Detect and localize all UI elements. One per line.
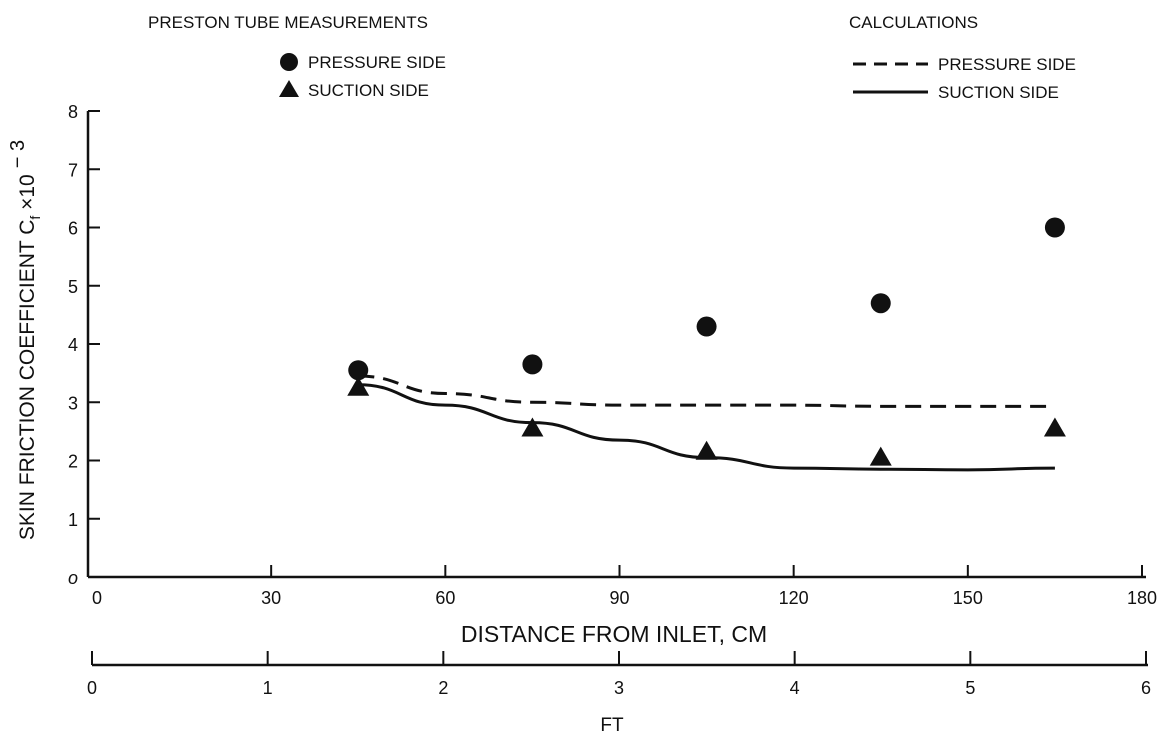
y-tick-label: 4	[68, 335, 78, 355]
suction-side-measurement-point	[869, 446, 892, 466]
y-tick-label: o	[68, 568, 78, 588]
x-tick-label: 0	[92, 588, 102, 608]
suction-side-measurement-point	[1043, 417, 1066, 437]
pressure-side-measurement-point	[522, 354, 543, 375]
y-tick-label: 5	[68, 277, 78, 297]
y-tick-label: 1	[68, 510, 78, 530]
x2-tick-label: 6	[1141, 678, 1151, 698]
pressure-side-measurement-point	[870, 293, 891, 314]
x2-tick-label: 0	[87, 678, 97, 698]
pressure-side-calculation-line	[358, 374, 1055, 408]
x-tick-label: 120	[779, 588, 809, 608]
legend-measurements-title: PRESTON TUBE MEASUREMENTS	[148, 13, 428, 32]
x-tick-label: 150	[953, 588, 983, 608]
y-tick-label: 3	[68, 393, 78, 413]
pressure-side-measurement-point	[348, 360, 369, 381]
pressure-side-measurement-point	[1044, 217, 1065, 238]
legend-measurement-pressure-label: PRESSURE SIDE	[308, 53, 446, 72]
suction-side-measurement-point	[695, 440, 718, 460]
x-tick-label: 90	[609, 588, 629, 608]
x2-axis-label: FT	[600, 715, 624, 736]
x2-tick-label: 4	[790, 678, 800, 698]
suction-side-measurement-point	[347, 376, 370, 396]
suction-side-calculation-line	[358, 383, 1055, 472]
y-tick-label: 7	[68, 160, 78, 180]
y-tick-label: 6	[68, 219, 78, 239]
plot-series	[347, 217, 1066, 472]
legend-calc-pressure-label: PRESSURE SIDE	[938, 55, 1076, 74]
x2-tick-label: 2	[438, 678, 448, 698]
x-tick-label: 60	[435, 588, 455, 608]
y-tick-label: 8	[68, 102, 78, 122]
x2-ticks: 0 1 2 3 4 5 6	[87, 651, 1151, 698]
y-ticks: o 1 2 3 4 5 6 7 8	[68, 102, 100, 588]
y-tick-label: 2	[68, 452, 78, 472]
suction-side-measurement-point	[521, 417, 544, 437]
pressure-side-measurement-point	[696, 316, 717, 337]
legend-calculations-title: CALCULATIONS	[849, 13, 978, 32]
x-axis-label: DISTANCE FROM INLET, CM	[461, 621, 767, 647]
y-axis-label: SKIN FRICTION COEFFICIENT Cf ×10− 3	[7, 140, 43, 540]
x2-tick-label: 5	[965, 678, 975, 698]
legend-circle-marker	[280, 53, 298, 71]
x-ticks: 0 30 60 90 120 150 180	[92, 565, 1157, 608]
legend-triangle-marker	[279, 80, 299, 97]
legend-calc-suction-label: SUCTION SIDE	[938, 83, 1059, 102]
x-tick-label: 30	[261, 588, 281, 608]
x2-tick-label: 3	[614, 678, 624, 698]
x2-tick-label: 1	[263, 678, 273, 698]
legend-measurement-suction-label: SUCTION SIDE	[308, 81, 429, 100]
svg-text:SKIN FRICTION COEFFICIENT Cf ×: SKIN FRICTION COEFFICIENT Cf ×10− 3	[7, 140, 43, 540]
x-tick-label: 180	[1127, 588, 1157, 608]
